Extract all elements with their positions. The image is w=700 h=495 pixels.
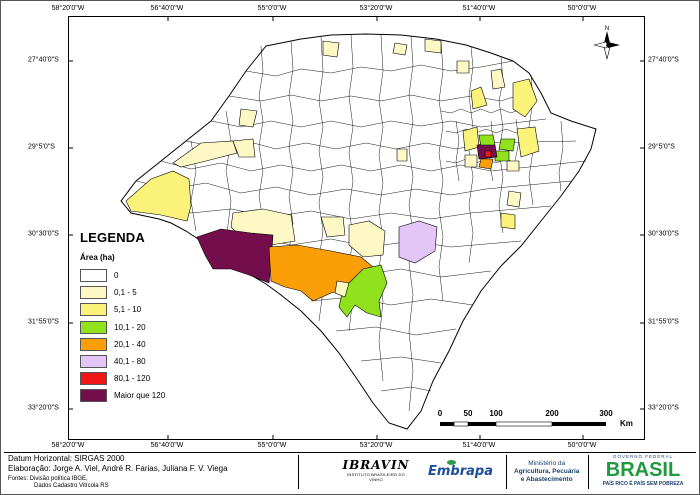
brasil-name: BRASIL (605, 459, 681, 481)
credit-sources: Fontes: Divisão política IBGE, Dados Cad… (8, 476, 109, 490)
tick-right-1: 27°40'0"S (648, 56, 679, 64)
legend-label: Maior que 120 (114, 391, 166, 401)
north-arrow-icon: N (593, 26, 620, 60)
legend-swatch (80, 389, 107, 403)
credit-authors: Elaboração: Jorge A. Viel, André R. Fari… (8, 464, 228, 473)
scale-unit: Km (620, 419, 633, 428)
legend-label: 20,1 - 40 (114, 339, 146, 349)
legend-swatch (80, 355, 107, 369)
tick-top-3: 55°0'0"W (257, 5, 287, 12)
legend-label: 5,1 - 10 (114, 305, 142, 315)
legend-item: 20,1 - 40 (80, 336, 165, 353)
tick-bottom-3: 55°0'0"W (257, 442, 287, 449)
tick-left-4: 31°55'0"S (28, 318, 59, 326)
tick-bottom-4: 53°20'0"W (359, 442, 393, 449)
ministry-logo: Ministério da Agricultura, Pecuária e Ab… (514, 460, 579, 484)
scale-label: 50 (463, 409, 473, 418)
brasil-gov: GOVERNO FEDERAL (612, 454, 673, 459)
tick-left-1: 27°40'0"S (28, 56, 59, 64)
footer-separator (506, 455, 507, 489)
frame-ticks (69, 17, 644, 439)
scale-bar-graphic (440, 421, 606, 427)
municipal-boundaries (135, 34, 587, 412)
state-map: N (69, 17, 644, 439)
footer-divider (4, 452, 696, 453)
credit-datum: Datum Horizontal: SIRGAS 2000 (8, 454, 125, 463)
tick-top-1: 58°20'0"W (51, 5, 85, 12)
legend-item: 10,1 - 20 (80, 319, 165, 336)
legend-label: 0 (114, 271, 119, 281)
embrapa-leaf-icon (447, 460, 456, 465)
tick-bottom-6: 50°0'0"W (567, 442, 597, 449)
scale-label: 0 (437, 409, 443, 418)
scale-label: 100 (489, 409, 503, 418)
tick-bottom-5: 51°40'0"W (462, 442, 496, 449)
legend-item: Maior que 120 (80, 387, 165, 404)
footer: Datum Horizontal: SIRGAS 2000 Elaboração… (4, 452, 696, 492)
ibravin-logo: IBRAVIN INSTITUTO BRASILEIRO DO VINHO (340, 458, 412, 488)
legend-swatch (80, 303, 107, 317)
tick-top-5: 51°40'0"W (462, 5, 496, 12)
legend-item: 0 (80, 267, 165, 284)
legend-swatch (80, 269, 107, 283)
tick-bottom-1: 58°20'0"W (51, 442, 85, 449)
tick-right-3: 30°30'0"S (648, 230, 679, 238)
ibravin-subtitle: INSTITUTO BRASILEIRO DO VINHO (347, 472, 405, 482)
credit-sources-line2: Dados Cadastro Vitícola RS (34, 483, 109, 489)
tick-left-5: 33°20'0"S (28, 404, 59, 412)
tick-left-2: 29°5'0"S (28, 143, 55, 151)
tick-right-4: 31°55'0"S (648, 318, 679, 326)
scale-bar: 0 50 100 200 300 Km (436, 409, 633, 431)
legend-item: 40,1 - 80 (80, 353, 165, 370)
tick-right-2: 29°5'0"S (648, 143, 675, 151)
footer-separator (588, 455, 589, 489)
map-frame: N (68, 16, 645, 440)
legend-label: 80,1 - 120 (114, 374, 151, 384)
tick-bottom-2: 56°40'0"W (150, 442, 184, 449)
tick-top-4: 53°20'0"W (359, 5, 393, 12)
map-legend: LEGENDA Área (ha) 0 0,1 - 5 5,1 - 10 10,… (80, 230, 165, 405)
credit-sources-line1: Fontes: Divisão política IBGE, (8, 476, 88, 482)
legend-label: 40,1 - 80 (114, 357, 146, 367)
footer-separator (298, 455, 299, 489)
north-label: N (605, 26, 609, 32)
ministry-line1: Ministério da (528, 460, 566, 467)
scale-label: 200 (545, 409, 559, 418)
brasil-slogan: PAÍS RICO É PAÍS SEM POBREZA (602, 481, 684, 487)
legend-subtitle: Área (ha) (80, 253, 115, 262)
legend-swatch (80, 372, 107, 386)
colored-municipalities (125, 38, 540, 318)
legend-item: 80,1 - 120 (80, 370, 165, 387)
legend-label: 0,1 - 5 (114, 288, 137, 298)
legend-swatch (80, 320, 107, 334)
tick-left-3: 30°30'0"S (28, 230, 59, 238)
ibravin-name: IBRAVIN (342, 458, 410, 472)
legend-item: 5,1 - 10 (80, 301, 165, 318)
embrapa-name: Embrapa (428, 464, 493, 479)
embrapa-logo: Embrapa (428, 460, 493, 479)
legend-swatch (80, 337, 107, 351)
ministry-line2: Agricultura, Pecuária (514, 468, 580, 475)
scale-label: 300 (599, 409, 613, 418)
tick-top-6: 50°0'0"W (567, 5, 597, 12)
tick-right-5: 33°20'0"S (648, 404, 679, 412)
legend-swatch (80, 286, 107, 300)
tick-top-2: 56°40'0"W (150, 5, 184, 12)
ministry-line3: e Abastecimento (520, 476, 573, 483)
legend-item: 0,1 - 5 (80, 284, 165, 301)
legend-title: LEGENDA (80, 230, 145, 245)
legend-label: 10,1 - 20 (114, 322, 146, 332)
brasil-logo: GOVERNO FEDERAL BRASIL PAÍS RICO É PAÍS … (592, 454, 694, 488)
